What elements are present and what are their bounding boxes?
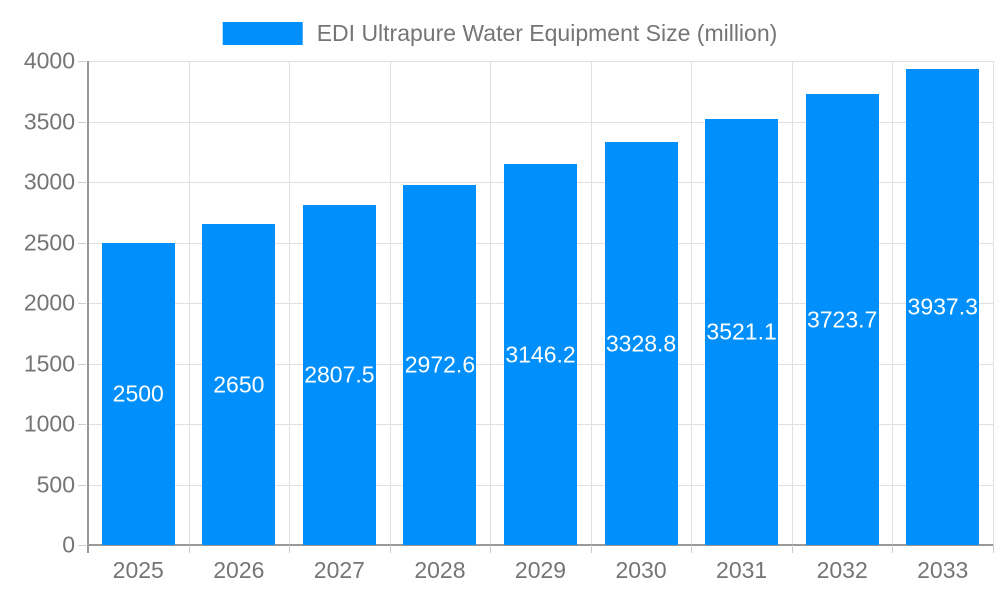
gridline-vertical [590,61,592,545]
y-axis-tick-label: 1500 [23,350,75,376]
y-axis-tick [78,363,86,365]
x-axis-tick [791,545,793,553]
y-axis-tick-label: 0 [62,531,75,558]
x-axis-tick-label: 2028 [414,557,466,583]
y-axis-tick [78,484,86,486]
bar-value-label: 3146.2 [505,341,576,368]
y-axis-tick-label: 4000 [23,47,75,74]
gridline-vertical [892,61,894,545]
bar-2028[interactable]: 2972.6 [403,185,477,545]
gridline-horizontal [88,61,993,62]
x-axis-tick [490,545,492,553]
y-axis-line [87,61,89,553]
y-axis-tick-label: 1000 [23,410,75,437]
bar-value-label: 3328.8 [605,330,677,357]
bar-2025[interactable]: 2500 [101,242,175,545]
x-axis-tick [691,545,693,553]
bar-2029[interactable]: 3146.2 [504,164,577,545]
x-axis-tick-label: 2029 [514,557,567,583]
bar-value-label: 2972.6 [404,351,476,378]
bar-value-label: 3521.1 [706,318,777,345]
y-axis-tick [78,61,86,62]
x-axis-tick-label: 2030 [615,557,667,583]
y-axis-tick-label: 2000 [23,289,75,316]
x-axis-tick [892,545,894,553]
y-axis-tick-label: 500 [36,471,75,497]
bar-value-label: 3937.3 [907,293,978,320]
legend-label: EDI Ultrapure Water Equipment Size (mill… [316,20,778,46]
y-axis-tick [78,303,86,304]
x-axis-tick [993,545,994,553]
gridline-horizontal [88,121,993,123]
bar-2031[interactable]: 3521.1 [705,118,779,545]
y-axis-tick [78,424,86,425]
x-axis-tick-label: 2026 [213,557,265,583]
gridline-vertical [490,61,492,545]
y-axis-tick-label: 2500 [23,229,75,255]
gridline-vertical [188,61,190,545]
bar-value-label: 2500 [112,380,164,407]
x-axis-tick [188,545,190,553]
x-axis-tick [289,545,291,553]
bar-2033[interactable]: 3937.3 [906,68,980,545]
y-axis-tick [78,121,86,123]
y-axis-tick-label: 3000 [23,168,75,195]
gridline-vertical [389,61,391,545]
x-axis-tick-label: 2033 [917,557,969,583]
legend-swatch-icon [222,21,303,45]
x-axis-tick [389,545,391,553]
gridline-vertical [993,61,994,545]
bar-2030[interactable]: 3328.8 [604,142,678,545]
y-axis-tick [78,242,86,244]
bar-value-label: 2807.5 [304,361,375,388]
bar-value-label: 3723.7 [806,306,878,333]
x-axis-tick-label: 2031 [716,557,768,583]
x-axis-tick-label: 2025 [112,557,164,583]
bar-2026[interactable]: 2650 [202,224,276,545]
y-axis-tick-label: 3500 [23,108,75,134]
bar-2027[interactable]: 2807.5 [302,205,376,545]
gridline-vertical [289,61,291,545]
legend[interactable]: EDI Ultrapure Water Equipment Size (mill… [222,20,778,46]
y-axis-tick [78,545,86,546]
bar-value-label: 2650 [213,371,265,398]
x-axis-line [88,544,993,546]
x-axis-tick-label: 2027 [313,557,365,583]
bar-2032[interactable]: 3723.7 [805,94,879,545]
y-axis-tick [78,182,86,183]
gridline-vertical [791,61,793,545]
gridline-vertical [691,61,693,545]
x-axis-tick-label: 2032 [816,557,868,583]
x-axis-tick [590,545,592,553]
plot-area: 2500 2650 2807.5 2972.6 3146.2 3328.8 3521.1 37… [24,48,994,583]
